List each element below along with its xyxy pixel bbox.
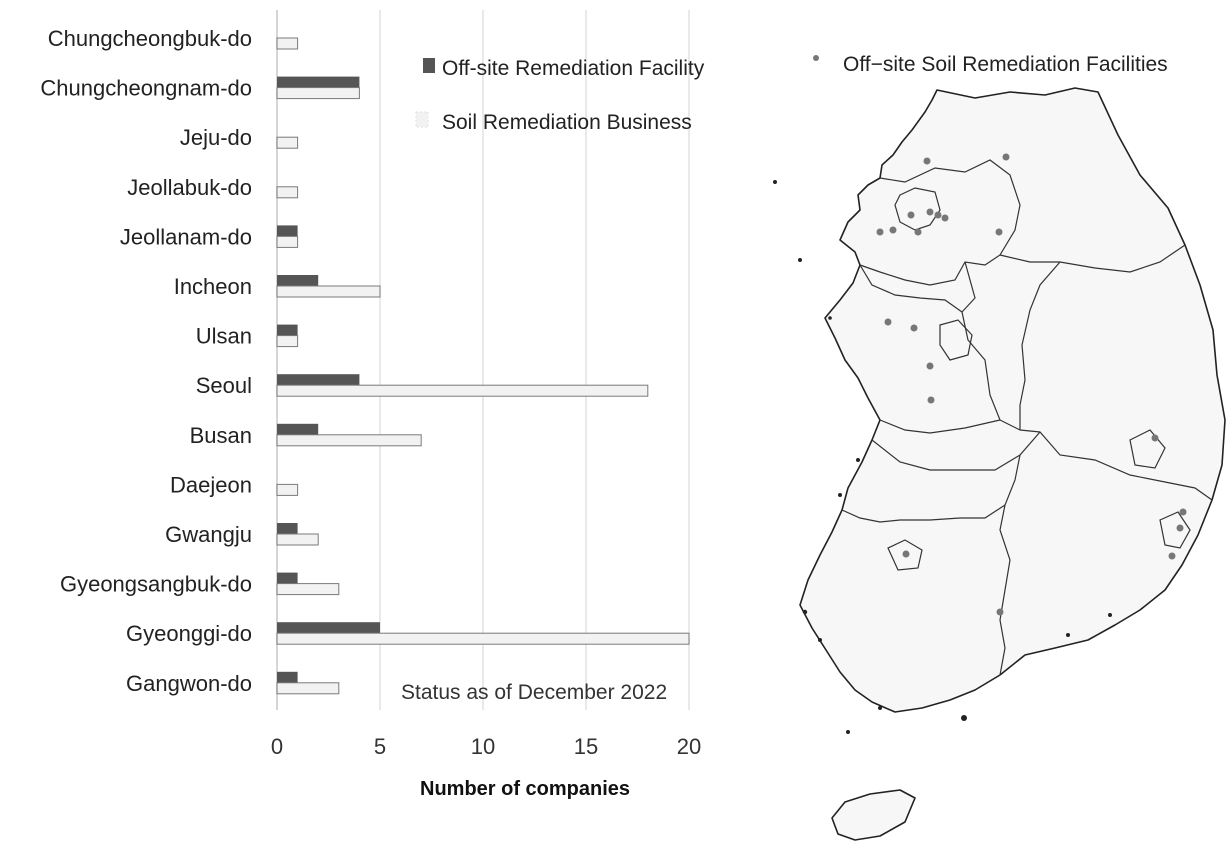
chart-legend: Off-site Remediation Facility Soil Remed… (415, 57, 705, 134)
legend-label-business: Soil Remediation Business (442, 111, 692, 134)
facility-dot (910, 324, 918, 332)
x-tick-label: 10 (471, 734, 495, 759)
category-label: Gyeonggi-do (126, 621, 252, 646)
category-label: Incheon (174, 274, 252, 299)
category-label: Gyeongsangbuk-do (60, 572, 252, 597)
bar-business (276, 583, 340, 596)
category-label: Jeollabuk-do (127, 175, 252, 200)
bar-business (276, 434, 422, 447)
bar-facility (277, 572, 298, 584)
korea-map: Off−site Soil Remediation Facilities (773, 53, 1226, 841)
facility-dot (1179, 508, 1187, 516)
category-label: Daejeon (170, 472, 252, 497)
legend-label-facility: Off-site Remediation Facility (442, 57, 705, 80)
x-tick-label: 0 (271, 734, 283, 759)
facility-dot (914, 228, 922, 236)
facility-dot (876, 228, 884, 236)
x-tick-labels: 0 5 10 15 20 (271, 734, 701, 759)
facility-markers (876, 153, 1187, 616)
facility-dot (902, 550, 910, 558)
facility-dot (926, 208, 934, 216)
facility-dot (996, 608, 1004, 616)
category-labels: Chungcheongbuk-do Chungcheongnam-do Jeju-d… (40, 26, 252, 696)
legend-swatch-facility (423, 58, 435, 73)
bar-business (276, 136, 299, 149)
bar-business (276, 37, 299, 50)
bar-business (276, 186, 299, 199)
facility-dot (926, 362, 934, 370)
status-note: Status as of December 2022 (401, 681, 667, 704)
category-label: Busan (190, 423, 252, 448)
bar-facility (277, 76, 360, 88)
x-tick-label: 5 (374, 734, 386, 759)
bar-facility (277, 225, 298, 237)
bar-business (276, 87, 360, 100)
map-legend-dot-icon (813, 55, 819, 61)
bar-business (276, 384, 649, 397)
bar-business (276, 682, 340, 695)
category-label: Chungcheongnam-do (40, 76, 252, 101)
facility-dot (927, 396, 935, 404)
bar-business (276, 632, 690, 645)
facility-dot (1176, 524, 1184, 532)
facility-dot (889, 226, 897, 234)
map-legend: Off−site Soil Remediation Facilities (813, 53, 1168, 76)
category-label: Seoul (196, 373, 252, 398)
facility-dot (995, 228, 1003, 236)
facility-dot (923, 157, 931, 165)
facility-dot (941, 214, 949, 222)
x-axis-title: Number of companies (420, 778, 630, 800)
map-legend-label: Off−site Soil Remediation Facilities (843, 53, 1168, 76)
facility-dot (907, 211, 915, 219)
category-label: Gangwon-do (126, 671, 252, 696)
x-tick-label: 20 (677, 734, 701, 759)
facility-dot (1151, 434, 1159, 442)
bar-facility (277, 275, 319, 286)
bar-business (276, 285, 381, 298)
x-tick-label: 15 (574, 734, 598, 759)
bar-business (276, 335, 299, 348)
bar-facility (277, 671, 298, 683)
facility-dot (1168, 552, 1176, 560)
jeju-island-outline (831, 789, 916, 841)
bar-facility (277, 622, 380, 634)
bar-facility (277, 374, 360, 386)
category-label: Gwangju (165, 522, 252, 547)
bar-facility (277, 324, 298, 336)
category-label: Chungcheongbuk-do (48, 26, 252, 51)
facility-dot (934, 211, 942, 219)
facility-dot (884, 318, 892, 326)
province-borders (841, 159, 1213, 676)
category-label: Jeju-do (180, 125, 252, 150)
bar-business (276, 483, 299, 496)
facility-dot (1002, 153, 1010, 161)
bar-facility (277, 423, 319, 435)
category-label: Ulsan (196, 324, 252, 349)
bar-chart: Chungcheongbuk-do Chungcheongnam-do Jeju-d… (40, 10, 705, 800)
bar-business (276, 533, 319, 546)
small-islands (773, 180, 1112, 734)
bar-facility (277, 523, 298, 534)
bars-group (276, 37, 690, 695)
bar-business (276, 235, 299, 248)
legend-swatch-business (415, 111, 429, 128)
category-label: Jeollanam-do (120, 224, 252, 249)
map-outline (799, 87, 1226, 841)
